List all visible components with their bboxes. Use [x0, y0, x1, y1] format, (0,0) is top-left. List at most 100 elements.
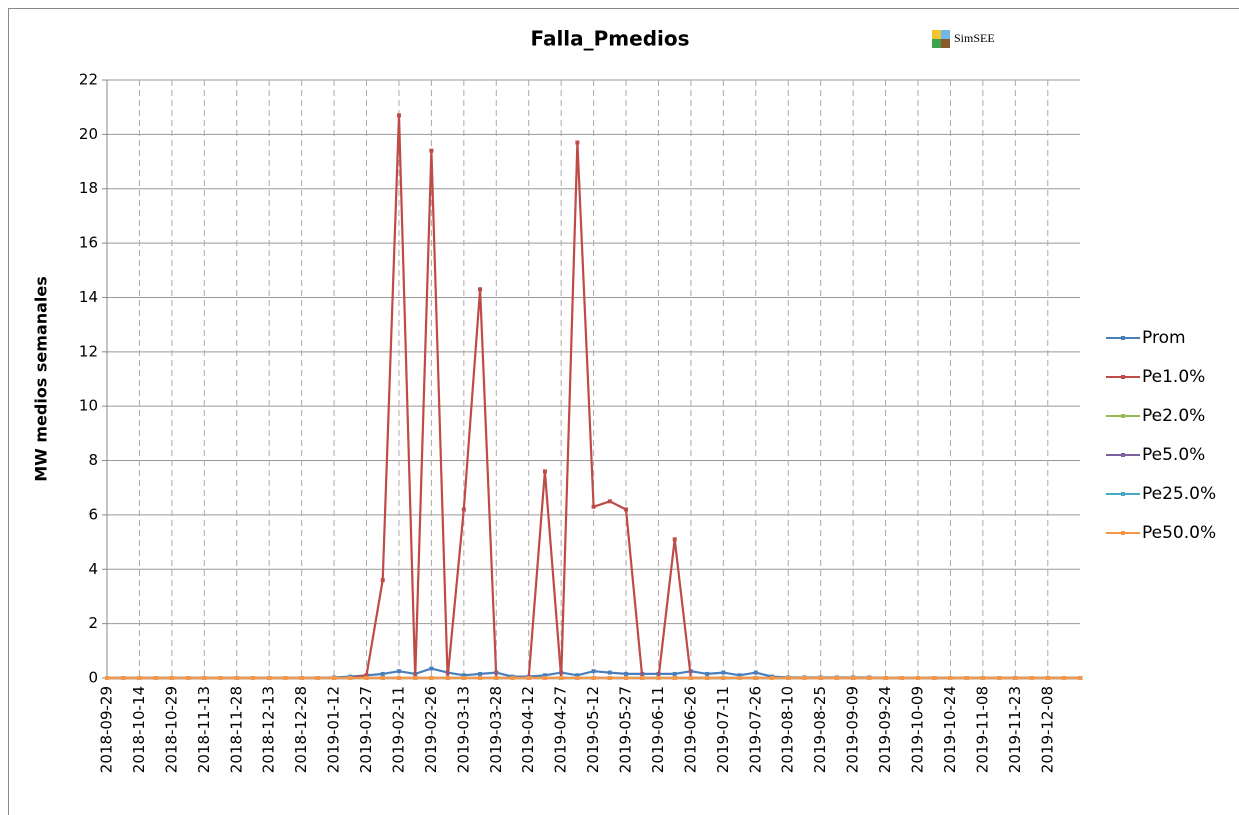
logo-square	[941, 30, 950, 39]
point-marker	[770, 676, 775, 680]
point-marker	[721, 670, 726, 675]
point-marker	[218, 676, 223, 680]
x-tick-label: 2019-06-26	[681, 686, 699, 773]
point-marker	[737, 676, 742, 680]
point-marker	[121, 676, 126, 680]
point-marker	[575, 676, 580, 680]
x-tick-label: 2019-04-27	[552, 686, 570, 773]
logo-square	[932, 39, 941, 48]
point-marker	[445, 676, 450, 680]
point-marker	[315, 676, 320, 680]
x-tick-label: 2019-09-09	[844, 686, 862, 773]
legend-marker	[1121, 336, 1125, 340]
x-tick-label: 2018-11-28	[227, 686, 245, 773]
legend-label: Pe2.0%	[1142, 406, 1205, 426]
point-marker	[591, 669, 596, 674]
y-tick-label: 10	[79, 397, 98, 415]
y-tick-label: 20	[79, 125, 98, 143]
chart-frame	[8, 8, 1239, 815]
x-tick-label: 2019-08-10	[779, 686, 797, 773]
point-marker	[705, 676, 710, 680]
x-tick-label: 2019-05-12	[584, 686, 602, 773]
x-tick-label: 2019-12-08	[1038, 686, 1056, 773]
chart-title: Falla_Pmedios	[530, 27, 689, 51]
y-tick-label: 4	[88, 560, 98, 578]
point-marker	[478, 676, 483, 680]
y-tick-label: 6	[88, 505, 98, 523]
x-tick-label: 2019-05-27	[617, 686, 635, 773]
x-tick-label: 2019-02-26	[422, 686, 440, 773]
y-tick-label: 2	[88, 614, 98, 632]
point-marker	[461, 507, 466, 512]
point-marker	[883, 676, 888, 680]
legend-label: Prom	[1142, 328, 1186, 348]
point-marker	[105, 676, 109, 680]
point-marker	[672, 671, 677, 676]
point-marker	[494, 676, 499, 680]
y-tick-label: 12	[79, 342, 98, 360]
point-marker	[737, 673, 742, 678]
point-marker	[575, 673, 580, 678]
legend-marker	[1121, 375, 1125, 379]
point-marker	[153, 676, 158, 680]
y-tick-label: 16	[79, 234, 98, 252]
point-marker	[656, 676, 661, 680]
point-marker	[396, 676, 401, 680]
point-marker	[1061, 676, 1066, 680]
point-marker	[964, 676, 969, 680]
logo-square	[932, 30, 941, 39]
point-marker	[607, 499, 612, 504]
point-marker	[624, 676, 629, 680]
legend-marker	[1121, 531, 1125, 535]
point-marker	[672, 537, 677, 542]
y-tick-label: 8	[88, 451, 98, 469]
legend-label: Pe1.0%	[1142, 367, 1205, 387]
point-marker	[364, 676, 369, 680]
point-marker	[380, 676, 385, 680]
point-marker	[299, 676, 304, 680]
point-marker	[559, 676, 564, 680]
x-tick-label: 2018-12-13	[260, 686, 278, 773]
point-marker	[688, 676, 693, 680]
point-marker	[542, 676, 547, 680]
x-tick-label: 2019-01-12	[325, 686, 343, 773]
point-marker	[851, 676, 856, 680]
x-tick-label: 2018-10-29	[162, 686, 180, 773]
point-marker	[250, 676, 255, 680]
x-tick-label: 2019-02-11	[389, 686, 407, 773]
point-marker	[575, 140, 580, 145]
point-marker	[478, 671, 483, 676]
x-tick-label: 2019-04-12	[519, 686, 537, 773]
x-tick-label: 2019-10-24	[941, 686, 959, 773]
x-tick-label: 2019-10-09	[909, 686, 927, 773]
legend-marker	[1121, 414, 1125, 418]
point-marker	[429, 666, 434, 671]
point-marker	[137, 676, 142, 680]
point-marker	[396, 113, 401, 118]
point-marker	[753, 670, 758, 675]
point-marker	[753, 676, 758, 680]
legend-label: Pe25.0%	[1142, 484, 1216, 504]
point-marker	[705, 671, 710, 676]
point-marker	[1013, 676, 1018, 680]
x-tick-label: 2018-12-28	[292, 686, 310, 773]
point-marker	[980, 676, 985, 680]
point-marker	[1045, 676, 1050, 680]
point-marker	[591, 504, 596, 509]
point-marker	[1078, 676, 1083, 680]
x-tick-label: 2019-06-11	[649, 686, 667, 773]
point-marker	[916, 676, 920, 680]
point-marker	[802, 676, 807, 680]
point-marker	[607, 670, 612, 675]
point-marker	[818, 676, 823, 680]
x-tick-label: 2019-07-11	[714, 686, 732, 773]
point-marker	[267, 676, 272, 680]
logo-square	[941, 39, 950, 48]
x-tick-label: 2019-03-28	[487, 686, 505, 773]
point-marker	[624, 671, 629, 676]
point-marker	[186, 676, 191, 680]
point-marker	[526, 676, 531, 680]
legend-marker	[1121, 453, 1125, 457]
point-marker	[461, 676, 466, 680]
x-tick-label: 2018-11-13	[195, 686, 213, 773]
